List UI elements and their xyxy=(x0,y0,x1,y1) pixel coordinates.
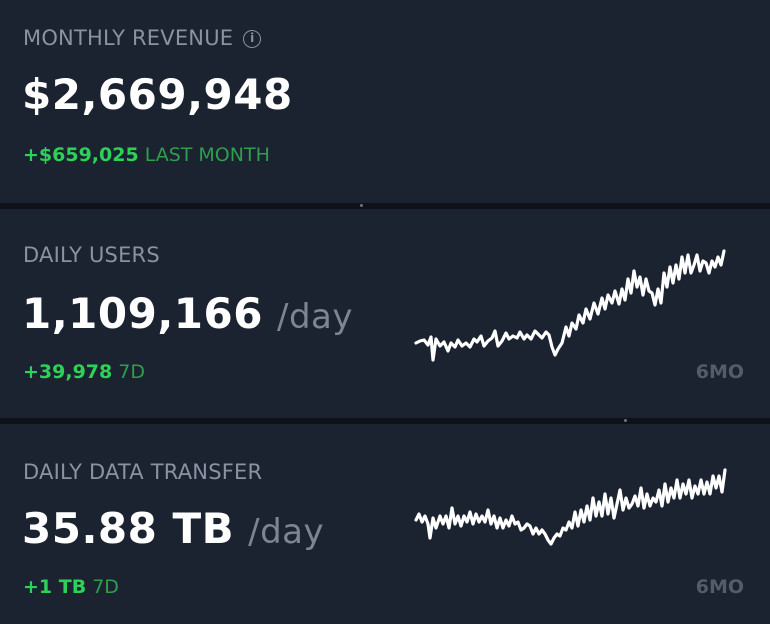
daily-data-transfer-number: 35.88 TB xyxy=(22,504,235,553)
daily-users-change: +39,978 7D xyxy=(23,361,145,383)
daily-users-value: 1,109,166/day xyxy=(22,289,353,338)
daily-data-transfer-sparkline-line xyxy=(414,468,727,546)
monthly-revenue-change: +$659,025 LAST MONTH xyxy=(23,144,270,166)
daily-users-card[interactable]: DAILY USERS 1,109,166/day +39,978 7D 6MO xyxy=(0,209,770,418)
monthly-revenue-card[interactable]: MONTHLY REVENUE i $2,669,948 +$659,025 LAS… xyxy=(0,0,770,203)
separator-dot xyxy=(360,204,363,207)
daily-data-transfer-sparkline xyxy=(414,468,727,546)
daily-data-transfer-unit: /day xyxy=(248,512,325,552)
daily-data-transfer-value: 35.88 TB/day xyxy=(22,504,324,553)
monthly-revenue-period: LAST MONTH xyxy=(144,144,270,166)
daily-users-unit: /day xyxy=(276,297,353,337)
daily-users-period: 7D xyxy=(118,361,145,383)
daily-users-sparkline-line xyxy=(414,249,726,362)
daily-data-transfer-label: DAILY DATA TRANSFER xyxy=(23,460,263,484)
monthly-revenue-value: $2,669,948 xyxy=(22,70,293,119)
separator-dot xyxy=(624,419,627,422)
daily-users-range[interactable]: 6MO xyxy=(695,361,744,383)
daily-users-delta: +39,978 xyxy=(23,361,113,383)
daily-users-label: DAILY USERS xyxy=(23,243,160,267)
daily-data-transfer-change: +1 TB 7D xyxy=(23,576,119,598)
info-icon[interactable]: i xyxy=(243,30,262,48)
daily-users-sparkline xyxy=(414,249,726,362)
daily-data-transfer-card[interactable]: DAILY DATA TRANSFER 35.88 TB/day +1 TB 7D… xyxy=(0,424,770,624)
daily-users-number: 1,109,166 xyxy=(22,289,263,338)
daily-data-transfer-range[interactable]: 6MO xyxy=(695,576,744,598)
daily-data-transfer-period: 7D xyxy=(92,576,119,598)
daily-data-transfer-delta: +1 TB xyxy=(23,576,87,598)
monthly-revenue-title: MONTHLY REVENUE xyxy=(23,26,234,50)
monthly-revenue-label: MONTHLY REVENUE i xyxy=(23,26,262,51)
monthly-revenue-delta: +$659,025 xyxy=(23,144,139,166)
